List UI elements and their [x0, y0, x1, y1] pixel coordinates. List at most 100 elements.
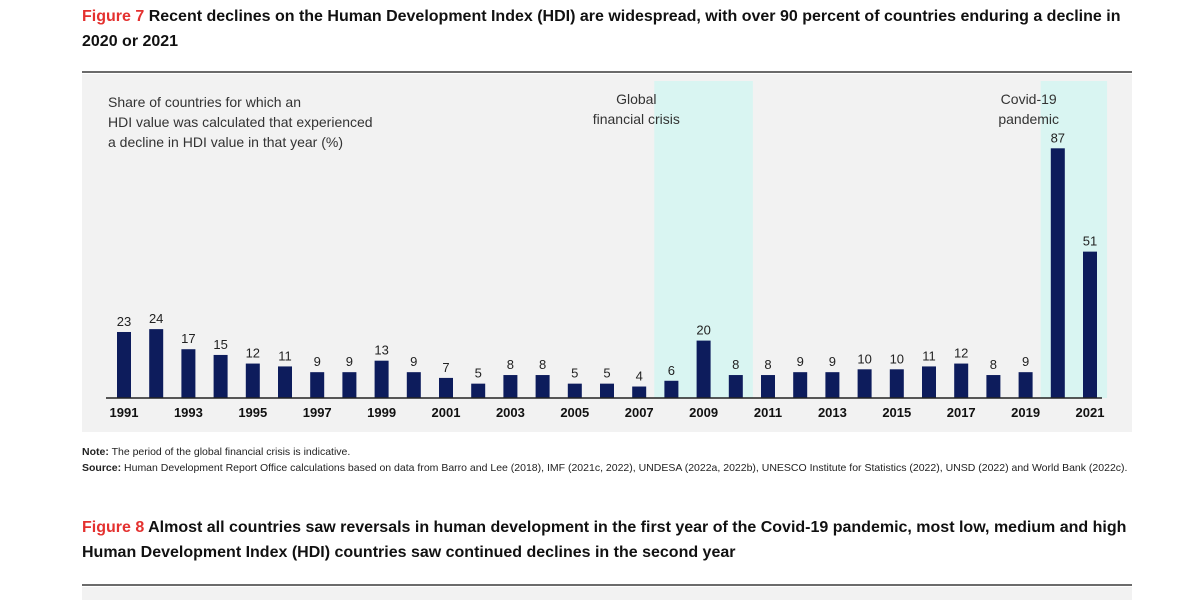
data-label-2004: 8: [539, 357, 546, 372]
note-label: Note:: [82, 446, 109, 458]
bar-1995: [245, 363, 260, 398]
bar-2000: [406, 372, 421, 398]
data-label-2012: 9: [797, 354, 804, 369]
note-line: Note: The period of the global financial…: [82, 444, 1142, 460]
bar-2010: [728, 375, 743, 398]
data-label-2010: 8: [732, 357, 739, 372]
bar-2011: [761, 375, 775, 398]
bar-1992: [149, 329, 164, 398]
bottom-divider: [82, 584, 1132, 586]
data-label-2014: 10: [857, 351, 871, 366]
chart-panel: Global financial crisis Covid-19 pandemic Sh…: [82, 74, 1132, 432]
bar-2021: [1083, 251, 1097, 398]
data-label-1996: 11: [278, 348, 292, 363]
source-text: Human Development Report Office calculat…: [124, 462, 1128, 474]
note-text: The period of the global financial crisi…: [111, 446, 351, 458]
data-label-2008: 6: [668, 363, 675, 378]
bar-2013: [825, 372, 840, 398]
bar-1998: [342, 372, 357, 398]
data-label-2018: 8: [990, 357, 997, 372]
bar-1999: [374, 360, 389, 398]
data-label-2001: 7: [442, 360, 449, 375]
data-label-2016: 11: [922, 348, 936, 363]
bar-1997: [310, 372, 325, 398]
annotation-label-0-1: financial crisis: [593, 111, 680, 127]
bar-1991: [117, 331, 131, 398]
annotation-label-1-1: pandemic: [998, 111, 1059, 127]
bar-2001: [439, 377, 453, 398]
bar-2020: [1050, 148, 1065, 398]
bar-2019: [1018, 372, 1033, 398]
ylabel-line-1: HDI value was calculated that experience…: [108, 114, 373, 130]
bar-1996: [278, 366, 292, 398]
chart-notes: Note: The period of the global financial…: [82, 444, 1142, 476]
bar-2017: [954, 363, 969, 398]
data-label-1998: 9: [346, 354, 353, 369]
data-label-1994: 15: [213, 337, 227, 352]
data-label-2005: 5: [571, 366, 578, 381]
bar-2018: [986, 375, 1001, 398]
data-label-2020: 87: [1051, 130, 1065, 145]
bar-1993: [181, 349, 196, 398]
data-label-2017: 12: [954, 346, 968, 361]
annotation-label-0-0: Global: [616, 91, 656, 107]
data-label-2006: 5: [603, 366, 610, 381]
hdi-decline-bar-chart: Global financial crisis Covid-19 pandemic Sh…: [106, 81, 1108, 420]
data-label-1992: 24: [149, 311, 163, 326]
bar-2009: [696, 340, 711, 398]
data-label-2021: 51: [1083, 234, 1097, 249]
x-tick-label-2017: 2017: [947, 405, 976, 420]
x-tick-label-2015: 2015: [882, 405, 911, 420]
source-line: Source: Human Development Report Office …: [82, 460, 1142, 476]
figure-8-title: Figure 8 Almost all countries saw revers…: [82, 515, 1142, 565]
data-label-2002: 5: [475, 366, 482, 381]
x-tick-label-1995: 1995: [238, 405, 267, 420]
bar-2016: [922, 366, 936, 398]
figure-7-title: Figure 7 Recent declines on the Human De…: [82, 4, 1142, 54]
source-label: Source:: [82, 462, 122, 474]
x-tick-label-1997: 1997: [303, 405, 332, 420]
x-tick-label-2013: 2013: [818, 405, 847, 420]
bar-1994: [213, 354, 228, 398]
figure-7-label: Figure 7: [82, 8, 145, 25]
bar-2015: [889, 369, 904, 398]
bar-2002: [471, 383, 486, 398]
x-tick-label-2019: 2019: [1011, 405, 1040, 420]
data-label-1995: 12: [246, 346, 260, 361]
x-tick-label-1993: 1993: [174, 405, 203, 420]
bar-2004: [535, 375, 550, 398]
x-tick-label-2009: 2009: [689, 405, 718, 420]
data-label-2013: 9: [829, 354, 836, 369]
data-label-1999: 13: [374, 343, 388, 358]
bar-2007: [632, 386, 647, 398]
data-label-2009: 20: [696, 323, 710, 338]
x-tick-label-1999: 1999: [367, 405, 396, 420]
x-tick-label-2021: 2021: [1076, 405, 1105, 420]
data-label-1993: 17: [181, 331, 195, 346]
data-label-1997: 9: [314, 354, 321, 369]
figure-8-heading: Almost all countries saw reversals in hu…: [82, 519, 1127, 561]
bar-2008: [664, 380, 679, 398]
bar-2003: [503, 375, 518, 398]
data-label-2019: 9: [1022, 354, 1029, 369]
x-tick-label-2007: 2007: [625, 405, 654, 420]
bar-2006: [600, 383, 614, 398]
x-tick-label-2001: 2001: [432, 405, 461, 420]
data-label-2015: 10: [890, 351, 904, 366]
next-chart-panel: [82, 587, 1132, 600]
bar-2014: [857, 369, 872, 398]
x-tick-label-2003: 2003: [496, 405, 525, 420]
figure-8-label: Figure 8: [82, 519, 145, 536]
top-divider: [82, 71, 1132, 73]
x-tick-label-1991: 1991: [110, 405, 139, 420]
annotation-label-1-0: Covid-19: [1001, 91, 1057, 107]
data-label-2011: 8: [764, 357, 771, 372]
data-label-1991: 23: [117, 314, 131, 329]
data-label-2003: 8: [507, 357, 514, 372]
bar-2012: [793, 372, 808, 398]
data-label-2007: 4: [636, 369, 643, 384]
ylabel-line-0: Share of countries for which an: [108, 94, 301, 110]
data-label-2000: 9: [410, 354, 417, 369]
x-tick-label-2005: 2005: [560, 405, 589, 420]
bar-2005: [567, 383, 582, 398]
